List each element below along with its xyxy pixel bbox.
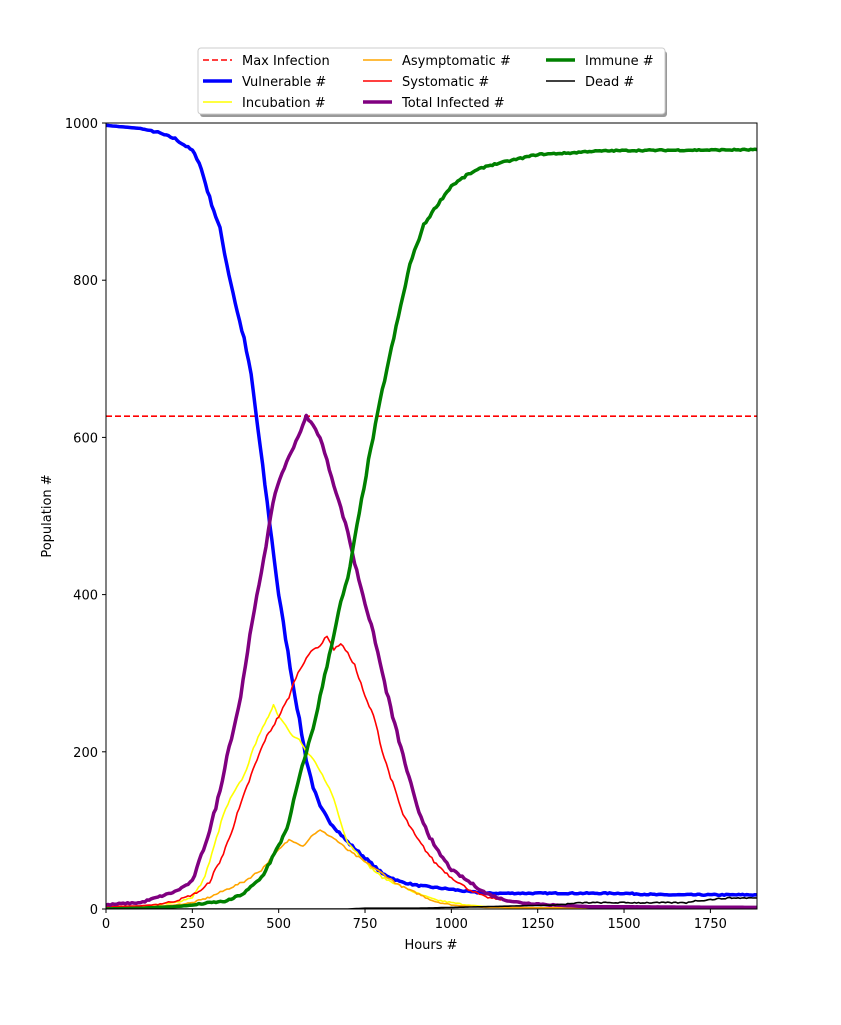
plot-frame [105, 122, 758, 910]
x-tick-label: 0 [102, 917, 110, 932]
legend-label-dead: Dead # [585, 75, 634, 90]
y-tick-label: 0 [90, 903, 98, 918]
vulnerable-series-line [106, 123, 757, 898]
x-tick-label: 1250 [521, 917, 554, 932]
x-tick-label: 1750 [694, 917, 727, 932]
dead-series-line [106, 896, 757, 909]
y-tick-label: 400 [73, 589, 98, 604]
x-tick-label: 500 [266, 917, 291, 932]
legend-label-asymptomatic: Asymptomatic # [402, 54, 511, 69]
x-tick-label: 1000 [435, 917, 468, 932]
immune-series-line [106, 147, 757, 909]
legend-label-immune: Immune # [585, 54, 654, 69]
y-tick-label: 1000 [65, 117, 98, 132]
legend: Max Infection Vulnerable # Incubation # Asy… [197, 47, 667, 117]
x-tick-label: 750 [353, 917, 378, 932]
y-tick-label: 600 [73, 431, 98, 446]
y-axis-label: Population # [40, 474, 55, 557]
legend-label-vulnerable: Vulnerable # [242, 75, 326, 90]
legend-label-systomatic: Systomatic # [402, 75, 489, 90]
x-axis-label: Hours # [404, 938, 457, 953]
y-tick-label: 200 [73, 746, 98, 761]
x-tick-label: 1500 [607, 917, 640, 932]
legend-label-total-infected: Total Infected # [401, 96, 505, 111]
y-axis: 0 200 400 600 800 1000 [65, 117, 106, 918]
legend-label-incubation: Incubation # [242, 96, 326, 111]
y-tick-label: 800 [73, 274, 98, 289]
x-axis: 0 250 500 750 1000 1250 1500 1750 [102, 909, 727, 932]
plot-lines [106, 123, 757, 909]
total-infected-series-line [106, 413, 757, 909]
legend-box [197, 47, 666, 115]
legend-label-max-infection: Max Infection [242, 54, 330, 69]
x-tick-label: 250 [180, 917, 205, 932]
